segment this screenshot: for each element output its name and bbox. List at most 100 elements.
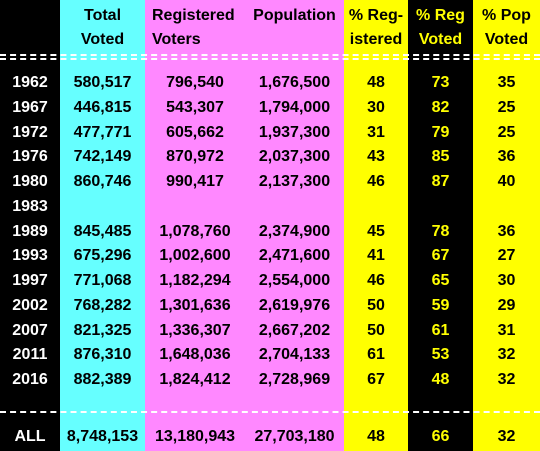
row-pct-pop-voted: 40 [497,173,516,190]
row-pct-reg-voted: 82 [431,98,450,116]
row-year: 2007 [12,321,48,339]
row-pct-reg-voted: 85 [431,148,450,166]
row-pct-reg-voted: 67 [431,247,450,265]
row-pct-pop-voted: 36 [497,148,516,166]
row-year: 2011 [12,346,48,364]
row-year: 2016 [12,371,48,388]
totals-registered: 13,180,943 [154,428,236,445]
row-pct-reg-voted: 73 [431,74,450,91]
row-year: 1983 [12,197,48,215]
row-total-voted: 876,310 [73,346,132,364]
row-registered: 605,662 [166,123,224,141]
row-pct-reg-voted: 65 [431,272,450,289]
row-pct-pop-voted: 25 [497,123,516,141]
row-pct-registered: 43 [367,148,385,166]
pct-reg-voted-column [408,0,473,451]
row-pct-registered: 67 [367,371,385,388]
row-registered: 1,078,760 [159,222,231,240]
pct-registered-column [344,0,408,451]
row-population: 2,728,969 [258,371,331,388]
totals-total-voted: 8,748,153 [66,428,139,445]
row-population: 1,937,300 [258,123,331,141]
row-population: 2,554,000 [258,272,331,289]
row-year: 1980 [12,173,48,190]
header-population: Population [253,7,336,24]
row-pct-reg-voted: 48 [431,371,450,388]
header-pct-pop-voted: % Pop Voted [482,7,531,48]
row-pct-pop-voted: 25 [497,98,516,116]
row-pct-registered: 50 [367,296,385,314]
row-year: 1993 [12,247,48,265]
row-pct-registered: 46 [367,173,385,190]
row-pct-pop-voted: 31 [497,321,516,339]
row-total-voted: 860,746 [73,173,132,190]
row-registered: 1,182,294 [159,272,231,289]
row-year: 1997 [12,272,48,289]
row-population: 1,794,000 [258,98,331,116]
row-pct-reg-voted: 61 [431,321,450,339]
row-registered: 1,301,636 [159,296,231,314]
row-population: 2,619,976 [258,296,331,314]
row-population: 2,667,202 [258,321,331,339]
row-registered: 990,417 [166,173,224,190]
row-pct-registered: 41 [367,247,385,265]
row-pct-registered: 50 [367,321,385,339]
row-pct-registered: 48 [367,74,385,91]
row-population: 2,374,900 [258,222,331,240]
row-registered: 1,336,307 [159,321,231,339]
row-population: 1,676,500 [258,74,331,91]
row-year: 1976 [12,148,48,166]
row-pct-registered: 30 [367,98,385,116]
row-total-voted: 675,296 [73,247,132,265]
row-year: 1989 [12,222,48,240]
row-registered: 1,002,600 [159,247,231,265]
row-pct-pop-voted: 32 [497,346,516,364]
row-pct-pop-voted: 32 [497,371,516,388]
row-registered: 543,307 [166,98,224,116]
header-pct-registered: % Reg-istered [348,7,404,48]
population-column [245,0,344,451]
row-total-voted: 768,282 [73,296,132,314]
row-total-voted: 477,771 [73,123,132,141]
row-total-voted: 882,389 [73,371,132,388]
header-separator [0,54,540,56]
row-pct-registered: 31 [367,123,385,141]
header-pct-reg-voted: % Reg Voted [416,7,465,48]
row-pct-pop-voted: 29 [497,296,516,314]
row-total-voted: 821,325 [73,321,132,339]
row-pct-registered: 61 [367,346,385,364]
row-year: 2002 [12,296,48,314]
row-total-voted: 446,815 [73,98,132,116]
row-pct-reg-voted: 59 [431,296,450,314]
row-registered: 870,972 [166,148,224,166]
row-pct-pop-voted: 27 [497,247,516,265]
row-year: 1967 [12,98,48,116]
row-registered: 1,824,412 [159,371,231,388]
header-separator-lower [0,58,540,60]
totals-pct-pop-voted: 32 [497,428,516,445]
row-pct-pop-voted: 36 [497,222,516,240]
row-pct-registered: 45 [367,222,385,240]
row-year: 1962 [12,74,48,91]
row-pct-reg-voted: 79 [431,123,450,141]
row-registered: 796,540 [166,74,224,91]
totals-pct-reg-voted: 66 [431,428,450,445]
header-registered-voters: Registered Voters [152,7,235,48]
row-population: 2,704,133 [258,346,331,364]
totals-population: 27,703,180 [254,428,335,445]
row-pct-reg-voted: 53 [431,346,450,364]
row-pct-pop-voted: 30 [497,272,516,289]
row-registered: 1,648,036 [159,346,231,364]
footer-separator [0,411,540,413]
row-population: 2,037,300 [258,148,331,166]
row-population: 2,471,600 [258,247,331,265]
totals-label: ALL [14,428,46,445]
registered-column [145,0,245,451]
row-total-voted: 580,517 [73,74,132,91]
row-total-voted: 845,485 [73,222,132,240]
row-pct-reg-voted: 87 [431,173,450,190]
row-total-voted: 771,068 [73,272,132,289]
pct-pop-voted-column [473,0,540,451]
total-voted-column [60,0,145,451]
